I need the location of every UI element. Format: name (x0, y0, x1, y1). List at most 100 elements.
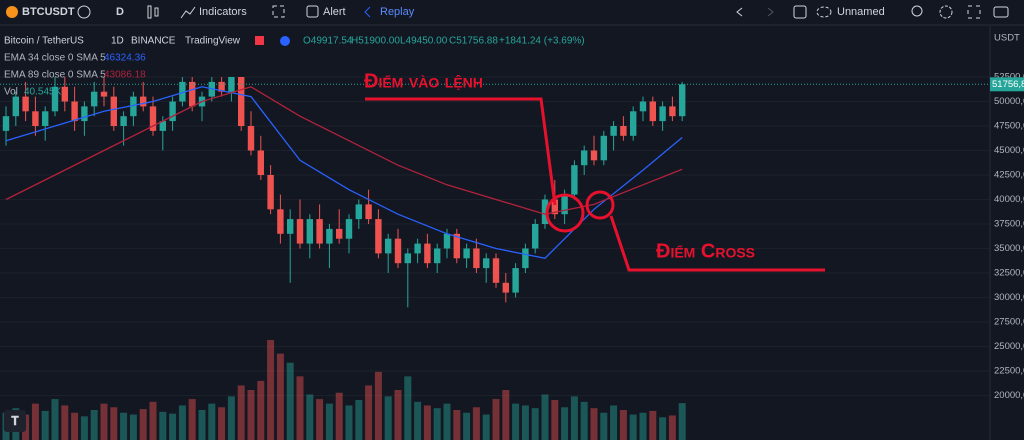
volume-bar (512, 403, 520, 440)
candle-body (512, 268, 519, 293)
search[interactable] (911, 5, 923, 17)
volume-bar (678, 403, 686, 440)
candle-body (12, 96, 19, 117)
entry-annotation: Điểm vào lệnh (364, 70, 483, 92)
replay-icon (364, 6, 371, 18)
tv-logo[interactable] (4, 410, 26, 432)
volume-bar (463, 412, 471, 440)
volume-bar (668, 415, 676, 440)
chart-type-icon[interactable] (147, 5, 152, 19)
layout-name[interactable]: Unnamed (837, 6, 885, 18)
add-symbol[interactable] (77, 5, 91, 19)
volume-bar (335, 392, 343, 440)
candle-body (443, 233, 451, 249)
volume-bar (61, 405, 69, 440)
candle-body (590, 150, 598, 161)
volume-bar (149, 401, 157, 440)
candle-body (414, 243, 421, 254)
candle-body (277, 209, 284, 234)
settings[interactable] (939, 5, 953, 19)
templates-icon[interactable] (272, 5, 285, 18)
cloud-icon (816, 6, 832, 18)
volume-bar (51, 399, 59, 440)
volume-bar (619, 410, 627, 440)
candle-body (385, 238, 392, 254)
candle-body (492, 258, 500, 283)
candle-body (169, 101, 176, 122)
candle-body (522, 248, 529, 269)
alert-button[interactable]: Alert (323, 6, 346, 18)
volume-bar (90, 410, 98, 440)
candle-body (404, 253, 411, 264)
replay-button[interactable]: Replay (380, 6, 415, 18)
redo[interactable] (767, 7, 774, 17)
candle-body (453, 233, 460, 259)
volume-bar (374, 371, 382, 440)
volume-bar (41, 410, 49, 440)
indicators-icon (180, 6, 196, 19)
volume-bar (188, 399, 196, 440)
candle-body (355, 204, 362, 220)
flag[interactable] (255, 36, 264, 45)
candle-body (600, 135, 607, 161)
cross-annotation: Điểm Cross (656, 240, 755, 262)
candle-body (473, 248, 480, 269)
volume-bar (306, 394, 314, 440)
candle-body (42, 111, 49, 126)
indicators-button[interactable]: Indicators (199, 6, 247, 18)
legend-change: +1841.24 (+3.69%) (499, 36, 585, 47)
candle-body (100, 91, 108, 97)
y-tick-label: 50000,0 (994, 96, 1024, 107)
candle-body (32, 111, 39, 126)
volume-bar (521, 405, 529, 440)
tv-logo-mark: 𝐓 (11, 414, 19, 428)
fullscreen[interactable] (967, 5, 981, 19)
volume-bar (139, 409, 147, 440)
legend-open: O49917.54 (303, 36, 353, 47)
chart-type-icon-2 (154, 7, 159, 17)
volume-bar (590, 408, 598, 440)
candle-body (159, 121, 166, 131)
ema34-label: EMA 34 close 0 SMA 5 (4, 53, 106, 64)
candle-body (561, 194, 568, 215)
candle-body (91, 91, 98, 107)
collapse-legend[interactable] (280, 36, 290, 46)
candle-body (51, 86, 59, 112)
legend-exchange: BINANCE (131, 36, 176, 47)
layout-icon[interactable] (793, 5, 807, 19)
toolbar (0, 0, 1024, 25)
cross-pointer (609, 215, 825, 272)
ema-line (5, 86, 683, 215)
symbol[interactable]: BTCUSDT (22, 6, 75, 18)
price-tag (990, 77, 1024, 92)
volume-bar (276, 353, 284, 440)
volume-bar (472, 407, 480, 440)
candle-body (2, 116, 10, 131)
volume-bar (384, 396, 392, 440)
candle-body (267, 175, 274, 210)
volume-bar (570, 396, 578, 440)
volume-bar (71, 412, 79, 440)
volume-bar (267, 340, 275, 440)
entry-circle (545, 193, 585, 233)
candle-body (610, 126, 617, 136)
volume-bar (551, 400, 559, 440)
legend-close: C51756.88 (449, 36, 498, 47)
interval[interactable]: D (116, 6, 124, 18)
currency[interactable]: USDT (994, 33, 1020, 44)
y-tick-label: 22500,0 (994, 366, 1024, 377)
volume-bar (404, 376, 412, 440)
screenshot[interactable] (993, 6, 1009, 18)
undo[interactable] (736, 7, 743, 17)
candle-body (296, 219, 304, 244)
candle-body (571, 165, 578, 195)
candle-body (110, 96, 117, 126)
volume-bar (237, 385, 245, 440)
volume-bar (100, 403, 108, 440)
price-axis: 52500,0 50000,0 47500,0 45000,0 42500,0 40000… (990, 72, 1024, 401)
volume-bar (159, 411, 167, 440)
volume-bar (423, 405, 431, 440)
ema89-value: 43086.18 (104, 70, 146, 81)
candle-body (541, 199, 549, 224)
vol-label: Vol (4, 87, 18, 98)
